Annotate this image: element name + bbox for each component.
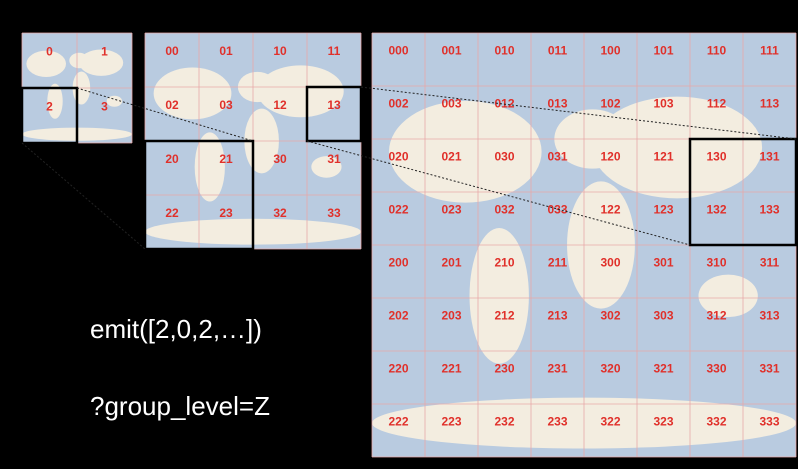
- code-emit: emit([2,0,2,…]): [90, 314, 262, 344]
- tile-label: 232: [494, 415, 514, 429]
- tile-label: 023: [441, 203, 461, 217]
- tile-label: 122: [600, 203, 620, 217]
- tile-label: 120: [600, 150, 620, 164]
- tile-label: 200: [388, 256, 408, 270]
- tile-label: 231: [547, 362, 567, 376]
- tile-label: 11: [328, 44, 341, 58]
- tile-label: 201: [441, 256, 461, 270]
- tile-label: 30: [273, 152, 287, 166]
- tile-label: 333: [759, 415, 779, 429]
- tile-label: 021: [441, 150, 461, 164]
- tile-label: 010: [494, 44, 514, 58]
- tile-label: 330: [706, 362, 726, 376]
- tile-label: 020: [388, 150, 408, 164]
- tile-label: 131: [759, 150, 779, 164]
- tile-label: 212: [494, 309, 514, 323]
- tile-label: 300: [600, 256, 620, 270]
- tile-label: 110: [707, 44, 727, 58]
- tile-label: 013: [547, 97, 567, 111]
- tile-label: 011: [548, 44, 568, 58]
- tile-label: 220: [388, 362, 408, 376]
- tile-label: 111: [760, 44, 779, 58]
- tile-label: 211: [548, 256, 568, 270]
- tile-label: 033: [547, 203, 567, 217]
- tile-label: 123: [653, 203, 673, 217]
- tile-label: 22: [165, 206, 179, 220]
- tile-label: 112: [707, 97, 727, 111]
- tile-label: 311: [760, 256, 780, 270]
- tile-label: 31: [327, 152, 341, 166]
- tile-label: 321: [653, 362, 673, 376]
- tile-label: 32: [273, 206, 287, 220]
- tile-label: 10: [273, 44, 287, 58]
- tile-label: 031: [547, 150, 567, 164]
- tile-label: 03: [219, 98, 233, 112]
- tile-label: 23: [219, 206, 233, 220]
- tile-label: 13: [327, 98, 341, 112]
- land-mass: [592, 97, 762, 199]
- tile-label: 121: [653, 150, 673, 164]
- tile-label: 233: [547, 415, 567, 429]
- tile-label: 322: [600, 415, 620, 429]
- tile-label: 331: [759, 362, 779, 376]
- tile-label: 00: [165, 44, 179, 58]
- level-title: Level 1: [59, 13, 94, 25]
- land-mass: [470, 228, 529, 364]
- tile-label: 303: [653, 309, 673, 323]
- level-title: Level 2: [235, 13, 270, 25]
- tile-label: 0: [46, 45, 53, 59]
- tile-label: 313: [759, 309, 779, 323]
- tile-label: 100: [600, 44, 620, 58]
- tile-label: 002: [388, 97, 408, 111]
- tile-label: 20: [165, 152, 179, 166]
- tile-label: 301: [653, 256, 673, 270]
- tile-label: 130: [706, 150, 726, 164]
- tile-label: 312: [706, 309, 726, 323]
- tile-label: 003: [441, 97, 461, 111]
- tile-label: 02: [165, 98, 179, 112]
- tile-label: 103: [653, 97, 673, 111]
- tile-label: 032: [494, 203, 514, 217]
- tile-label: 000: [388, 44, 408, 58]
- tile-label: 310: [706, 256, 726, 270]
- tile-label: 320: [600, 362, 620, 376]
- tile-label: 133: [759, 203, 779, 217]
- quadtree-diagram: emit([2,0,2,…]) ?group_level=Z Level 101…: [0, 0, 798, 469]
- tile-label: 230: [494, 362, 514, 376]
- tile-label: 223: [441, 415, 461, 429]
- level-title: Level 3: [566, 13, 601, 25]
- tile-label: 323: [653, 415, 673, 429]
- tile-label: 12: [273, 98, 287, 112]
- tile-label: 332: [706, 415, 726, 429]
- tile-label: 222: [388, 415, 408, 429]
- code-group-level: ?group_level=Z: [90, 391, 270, 421]
- tile-label: 2: [46, 100, 53, 114]
- tile-label: 030: [494, 150, 514, 164]
- tile-label: 001: [441, 44, 461, 58]
- tile-label: 01: [219, 44, 233, 58]
- tile-label: 102: [600, 97, 620, 111]
- tile-label: 21: [219, 152, 233, 166]
- tile-label: 33: [327, 206, 341, 220]
- tile-label: 3: [101, 100, 108, 114]
- tile-label: 210: [494, 256, 514, 270]
- tile-label: 202: [388, 309, 408, 323]
- tile-label: 101: [653, 44, 673, 58]
- tile-label: 022: [388, 203, 408, 217]
- tile-label: 302: [600, 309, 620, 323]
- land-mass: [389, 101, 542, 203]
- tile-label: 1: [101, 45, 108, 59]
- tile-label: 203: [441, 309, 461, 323]
- tile-label: 221: [441, 362, 461, 376]
- tile-label: 113: [760, 97, 780, 111]
- tile-label: 213: [547, 309, 567, 323]
- tile-label: 132: [706, 203, 726, 217]
